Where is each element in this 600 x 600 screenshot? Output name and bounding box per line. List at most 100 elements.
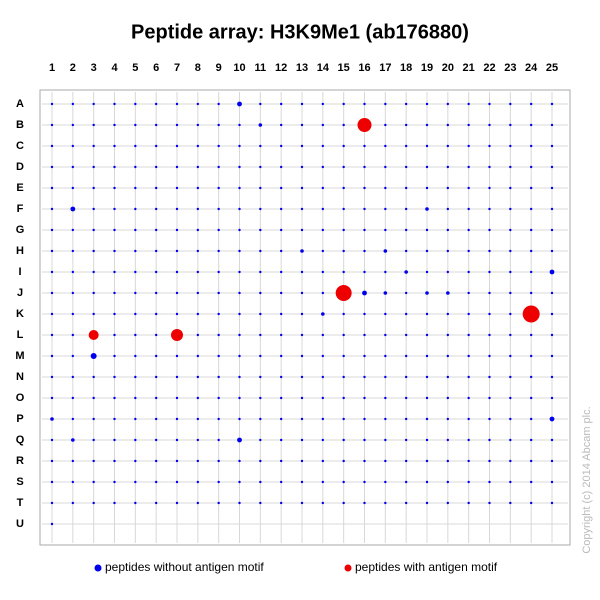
column-label: 25 bbox=[546, 62, 558, 74]
dot bbox=[113, 144, 116, 148]
dot bbox=[446, 123, 450, 127]
dot bbox=[259, 270, 262, 274]
dot bbox=[237, 437, 242, 443]
dot bbox=[113, 459, 116, 463]
dot bbox=[238, 459, 241, 463]
dot bbox=[446, 165, 450, 169]
dot bbox=[488, 228, 491, 232]
dot bbox=[488, 291, 491, 295]
dot bbox=[92, 207, 95, 211]
dot bbox=[259, 207, 262, 211]
dot bbox=[154, 333, 158, 337]
dot bbox=[300, 270, 304, 274]
dot bbox=[425, 165, 429, 169]
dot bbox=[321, 144, 325, 148]
dot bbox=[509, 291, 512, 295]
column-label: 15 bbox=[338, 62, 350, 74]
dot bbox=[467, 354, 470, 358]
dot bbox=[279, 123, 283, 127]
column-label: 2 bbox=[70, 62, 76, 74]
dot bbox=[384, 354, 387, 358]
dot bbox=[196, 417, 200, 421]
dot bbox=[154, 438, 158, 442]
dot bbox=[363, 396, 366, 400]
dot bbox=[342, 102, 345, 106]
dot bbox=[279, 438, 283, 442]
dot bbox=[154, 207, 158, 211]
dot bbox=[113, 375, 116, 379]
dot bbox=[196, 501, 200, 505]
dot bbox=[425, 459, 429, 463]
dot bbox=[425, 396, 429, 400]
dot bbox=[509, 123, 512, 127]
dot bbox=[175, 102, 179, 106]
dot bbox=[342, 270, 345, 274]
dot bbox=[529, 207, 533, 211]
dot bbox=[488, 102, 491, 106]
dot bbox=[92, 228, 95, 232]
dot bbox=[50, 375, 54, 379]
dot bbox=[425, 375, 429, 379]
dot bbox=[550, 438, 554, 442]
dot bbox=[363, 186, 366, 190]
dot bbox=[238, 207, 241, 211]
dot bbox=[300, 438, 304, 442]
dot bbox=[175, 459, 179, 463]
dot bbox=[279, 186, 283, 190]
dot bbox=[175, 396, 179, 400]
dot bbox=[384, 312, 387, 316]
dot bbox=[363, 312, 366, 316]
dot bbox=[217, 249, 220, 253]
row-label: N bbox=[16, 371, 24, 383]
dot bbox=[404, 291, 408, 295]
dot bbox=[50, 438, 54, 442]
dot bbox=[467, 144, 470, 148]
dot bbox=[113, 123, 116, 127]
dot bbox=[154, 459, 158, 463]
dot bbox=[113, 312, 116, 316]
dot bbox=[196, 333, 200, 337]
dot bbox=[509, 165, 512, 169]
column-label: 22 bbox=[483, 62, 495, 74]
dot bbox=[529, 333, 533, 337]
dot bbox=[154, 123, 158, 127]
dot bbox=[529, 396, 533, 400]
dot bbox=[50, 228, 54, 232]
dot bbox=[363, 270, 366, 274]
dot bbox=[196, 228, 200, 232]
dot bbox=[259, 228, 262, 232]
dot bbox=[113, 417, 116, 421]
dot bbox=[196, 165, 200, 169]
dot bbox=[446, 375, 450, 379]
dot bbox=[550, 291, 554, 295]
dot bbox=[50, 249, 54, 253]
dot bbox=[134, 480, 137, 484]
dot bbox=[154, 501, 158, 505]
dot bbox=[446, 396, 450, 400]
dot bbox=[529, 291, 533, 295]
dot bbox=[488, 165, 491, 169]
dot bbox=[113, 396, 116, 400]
column-label: 9 bbox=[216, 62, 222, 74]
column-label: 3 bbox=[91, 62, 97, 74]
dot bbox=[404, 333, 408, 337]
dot bbox=[321, 438, 325, 442]
row-label: O bbox=[16, 392, 25, 404]
dot bbox=[549, 269, 555, 275]
dot bbox=[92, 249, 95, 253]
dot bbox=[550, 165, 554, 169]
dot bbox=[529, 102, 533, 106]
dot bbox=[384, 270, 387, 274]
dot bbox=[238, 123, 241, 127]
dot bbox=[70, 206, 76, 212]
plot-frame bbox=[39, 89, 571, 546]
dot bbox=[384, 501, 387, 505]
dot bbox=[279, 102, 283, 106]
dot bbox=[509, 207, 512, 211]
dot bbox=[238, 291, 241, 295]
dot bbox=[238, 501, 241, 505]
dot bbox=[363, 333, 366, 337]
dot bbox=[529, 144, 533, 148]
dot bbox=[217, 333, 220, 337]
dot bbox=[113, 186, 116, 190]
